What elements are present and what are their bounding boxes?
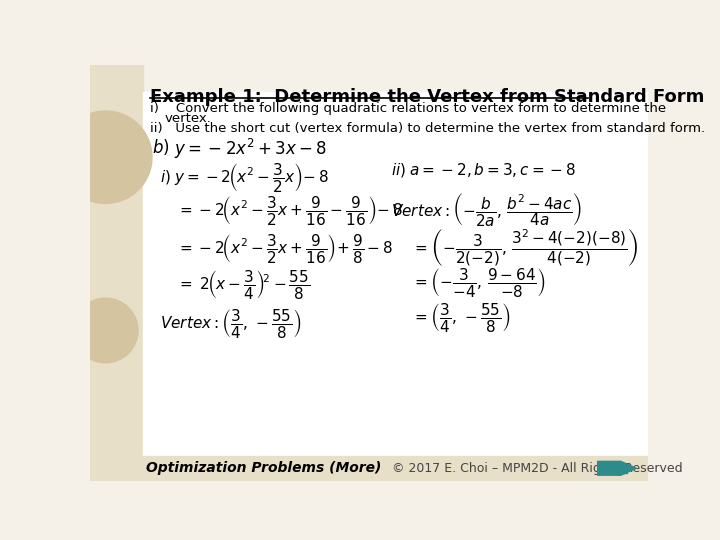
Text: $y = -2x^2 + 3x - 8$: $y = -2x^2 + 3x - 8$: [174, 137, 326, 161]
Text: $\mathit{b)}$: $\mathit{b)}$: [152, 137, 170, 157]
Text: $\mathit{Vertex}: \left(\dfrac{3}{4},\, -\dfrac{55}{8}\right)$: $\mathit{Vertex}: \left(\dfrac{3}{4},\, …: [160, 307, 302, 340]
Bar: [90, 65, 143, 481]
Text: $= \; 2\!\left(x - \dfrac{3}{4}\right)^{\!2} - \dfrac{55}{8}$: $= \; 2\!\left(x - \dfrac{3}{4}\right)^{…: [177, 268, 310, 301]
Text: Optimization Problems (More): Optimization Problems (More): [145, 461, 381, 475]
Text: ii)   Use the short cut (vertex formula) to determine the vertex from standard f: ii) Use the short cut (vertex formula) t…: [150, 122, 706, 135]
FancyArrow shape: [598, 461, 636, 475]
Circle shape: [59, 111, 152, 204]
Text: © 2017 E. Choi – MPM2D - All Rights Reserved: © 2017 E. Choi – MPM2D - All Rights Rese…: [392, 462, 683, 475]
Text: $= -2\!\left(x^2 - \dfrac{3}{2}x + \dfrac{9}{16} - \dfrac{9}{16}\right)\! - 8$: $= -2\!\left(x^2 - \dfrac{3}{2}x + \dfra…: [177, 194, 402, 227]
Text: $= \left(-\dfrac{3}{-4},\, \dfrac{9 - 64}{-8}\right)$: $= \left(-\dfrac{3}{-4},\, \dfrac{9 - 64…: [413, 266, 546, 299]
Text: $= -2\!\left(x^2 - \dfrac{3}{2}x + \dfrac{9}{16}\right)\! + \dfrac{9}{8} - 8$: $= -2\!\left(x^2 - \dfrac{3}{2}x + \dfra…: [177, 232, 393, 265]
Text: $\mathit{ii)}\; a = -2, b = 3, c = -8$: $\mathit{ii)}\; a = -2, b = 3, c = -8$: [391, 161, 576, 179]
Bar: [90, 456, 648, 481]
Text: $\mathit{i)}\; y = -2\!\left(x^2 - \dfrac{3}{2}x\right)\! - 8$: $\mathit{i)}\; y = -2\!\left(x^2 - \dfra…: [160, 161, 329, 194]
Text: $\mathit{Vertex}: \left(-\dfrac{b}{2a},\, \dfrac{b^2 - 4ac}{4a}\right)$: $\mathit{Vertex}: \left(-\dfrac{b}{2a},\…: [391, 191, 582, 228]
Text: $= \left(-\dfrac{3}{2(-2)},\, \dfrac{3^2 - 4(-2)(-8)}{4(-2)}\right)$: $= \left(-\dfrac{3}{2(-2)},\, \dfrac{3^2…: [413, 228, 639, 269]
Text: vertex.: vertex.: [164, 112, 211, 125]
Bar: [598, 464, 627, 473]
Bar: [143, 92, 648, 457]
Text: i)    Convert the following quadratic relations to vertex form to determine the: i) Convert the following quadratic relat…: [150, 102, 667, 115]
Text: Example 1:  Determine the Vertex from Standard Form: Example 1: Determine the Vertex from Sta…: [150, 88, 705, 106]
Text: $= \left(\dfrac{3}{4},\, -\dfrac{55}{8}\right)$: $= \left(\dfrac{3}{4},\, -\dfrac{55}{8}\…: [413, 301, 511, 334]
Circle shape: [73, 298, 138, 363]
